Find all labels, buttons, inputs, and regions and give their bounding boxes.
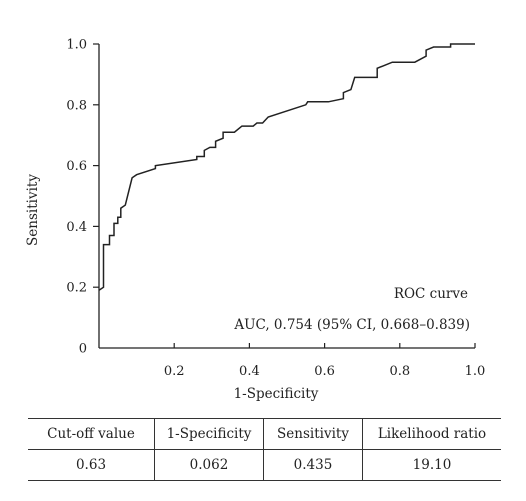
roc-curve-annotation: ROC curve [394,286,468,302]
header-sensitivity: Sensitivity [263,418,363,450]
x-axis-title: 1-Specificity [234,386,319,402]
x-tick-label: 0.4 [239,364,260,379]
cell-likelihood-ratio: 19.10 [362,449,501,481]
table-row: 0.63 0.062 0.435 19.10 [28,449,501,481]
y-tick-label: 0.8 [66,98,87,113]
x-tick-label: 0.8 [389,364,410,379]
y-tick-label: 0.6 [66,159,87,174]
x-tick-label: 0.6 [314,364,335,379]
cell-cutoff-value: 0.63 [75,457,107,473]
chart-axes [93,43,476,349]
header-likelihood-ratio: Likelihood ratio [362,418,501,450]
x-tick-label: 0.2 [164,364,185,379]
y-tick-label: 0.2 [66,281,87,296]
x-tick-label: 1.0 [465,364,486,379]
table-header-row: Cut-off value 1-Specificity Sensitivity … [28,418,501,450]
tick-labels: 0 0.2 0.4 0.6 0.8 1.0 0.2 0.4 0.6 0.8 1.0 [66,38,485,380]
auc-annotation: AUC, 0.754 (95% CI, 0.668–0.839) [233,317,470,333]
y-tick-label: 1.0 [66,38,87,53]
y-tick-label: 0.4 [66,220,87,235]
header-cutoff-value: Cut-off value [47,426,135,442]
roc-curve [98,43,475,291]
cell-sensitivity: 0.435 [263,449,363,481]
y-tick-label: 0 [79,342,87,357]
header-1-specificity: 1-Specificity [154,418,264,450]
cell-1-specificity: 0.062 [154,449,264,481]
y-axis-title: Sensitivity [25,174,41,246]
cutoff-table: Cut-off value 1-Specificity Sensitivity … [28,418,501,481]
roc-chart: 0 0.2 0.4 0.6 0.8 1.0 0.2 0.4 0.6 0.8 1.0 Sensitiv… [25,38,485,403]
